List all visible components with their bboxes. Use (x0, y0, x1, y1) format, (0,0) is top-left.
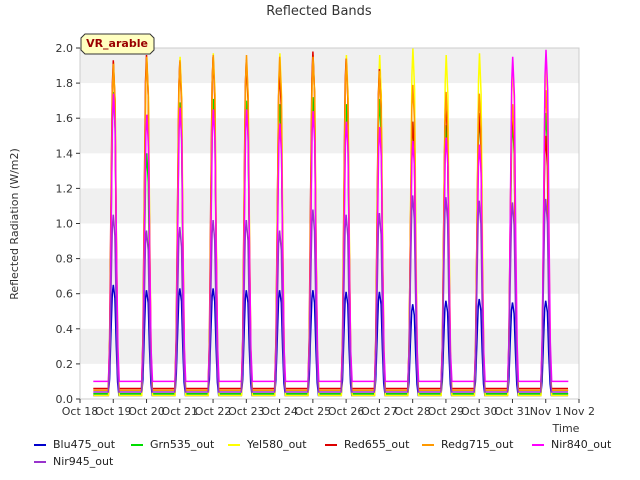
grid-band (80, 118, 579, 154)
x-tick-label: Oct 18 (62, 405, 99, 418)
y-tick-label: 0.2 (56, 358, 74, 371)
legend-swatch (228, 443, 240, 446)
legend-entry: Nir840_out (532, 438, 629, 451)
x-tick-label: Oct 29 (428, 405, 465, 418)
legend-entry: Nir945_out (34, 455, 131, 468)
x-tick-label: Oct 24 (261, 405, 298, 418)
legend-swatch (34, 460, 46, 463)
x-tick-label: Oct 31 (494, 405, 531, 418)
y-tick-label: 0.0 (56, 393, 74, 406)
legend-row: Blu475_out Grn535_out Yel580_out Red655_out… (34, 436, 634, 453)
legend-label: Nir945_out (53, 455, 114, 468)
legend-entry: Yel580_out (228, 438, 325, 451)
legend-label: Red655_out (344, 438, 410, 451)
station-badge: VR_arable (80, 33, 155, 55)
series-line-nir840-out (93, 49, 569, 383)
legend-entry: Red655_out (325, 438, 422, 451)
series-line-nir945-out (93, 195, 568, 393)
legend-swatch (325, 443, 337, 446)
legend-swatch (422, 443, 434, 446)
grid-band (80, 48, 579, 84)
legend-entry: Redg715_out (422, 438, 532, 451)
station-badge-label: VR_arable (86, 37, 148, 50)
y-axis-label: Reflected Radiation (W/m2) (8, 148, 21, 300)
x-tick-label: Oct 27 (361, 405, 398, 418)
legend-entry: Blu475_out (34, 438, 131, 451)
y-tick-label: 1.0 (56, 218, 74, 231)
legend-label: Nir840_out (551, 438, 612, 451)
x-axis-label: Time (552, 422, 580, 435)
legend-swatch (131, 443, 143, 446)
grid-band (80, 328, 579, 364)
legend-swatch (34, 443, 46, 446)
x-tick-label: Nov 2 (563, 405, 595, 418)
x-tick-label: Oct 30 (461, 405, 498, 418)
x-tick-label: Oct 19 (95, 405, 132, 418)
legend-row: Nir945_out (34, 453, 634, 470)
legend-label: Grn535_out (150, 438, 215, 451)
y-tick-label: 2.0 (56, 42, 74, 55)
legend-swatch (532, 443, 544, 446)
x-tick-label: Oct 21 (162, 405, 199, 418)
x-tick-label: Nov 1 (530, 405, 562, 418)
x-tick-label: Oct 25 (295, 405, 332, 418)
legend-label: Blu475_out (53, 438, 116, 451)
y-tick-label: 1.8 (56, 77, 74, 90)
x-tick-label: Oct 26 (328, 405, 365, 418)
grid-band (80, 188, 579, 224)
legend-entry: Grn535_out (131, 438, 228, 451)
chart-title: Reflected Bands (266, 4, 372, 19)
legend: Blu475_out Grn535_out Yel580_out Red655_out… (34, 436, 634, 470)
y-tick-label: 1.6 (56, 112, 74, 125)
y-tick-label: 1.2 (56, 182, 74, 195)
y-tick-label: 0.4 (56, 323, 74, 336)
x-tick-label: Oct 20 (128, 405, 165, 418)
x-tick-label: Oct 23 (228, 405, 265, 418)
y-tick-label: 0.8 (56, 253, 74, 266)
y-tick-label: 0.6 (56, 288, 74, 301)
y-tick-label: 1.4 (56, 147, 74, 160)
grid-band (80, 258, 579, 294)
legend-label: Yel580_out (247, 438, 307, 451)
x-tick-label: Oct 28 (394, 405, 431, 418)
x-tick-label: Oct 22 (195, 405, 232, 418)
legend-label: Redg715_out (441, 438, 514, 451)
